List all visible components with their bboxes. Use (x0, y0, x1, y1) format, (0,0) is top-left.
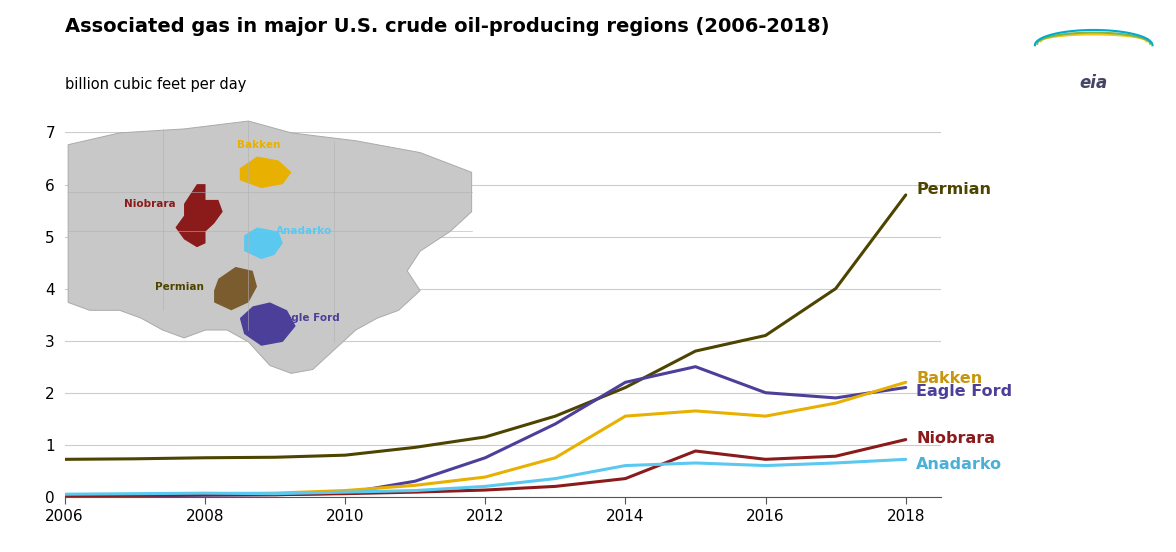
Polygon shape (245, 227, 282, 259)
Polygon shape (240, 157, 292, 188)
Polygon shape (214, 267, 258, 310)
Polygon shape (240, 302, 295, 346)
Text: Anadarko: Anadarko (276, 226, 333, 236)
Text: Permian: Permian (155, 282, 205, 291)
Polygon shape (68, 121, 472, 373)
Text: Eagle Ford: Eagle Ford (278, 313, 340, 323)
Text: Niobrara: Niobrara (916, 431, 995, 446)
Text: Bakken: Bakken (238, 140, 281, 150)
Text: eia: eia (1080, 73, 1108, 92)
Text: Anadarko: Anadarko (916, 457, 1002, 471)
Text: Bakken: Bakken (916, 370, 982, 386)
Text: Niobrara: Niobrara (123, 199, 175, 209)
Text: Associated gas in major U.S. crude oil-producing regions (2006-2018): Associated gas in major U.S. crude oil-p… (65, 17, 829, 35)
Text: Permian: Permian (916, 182, 991, 197)
Text: Eagle Ford: Eagle Ford (916, 384, 1013, 399)
Polygon shape (175, 184, 222, 247)
Text: billion cubic feet per day: billion cubic feet per day (65, 77, 246, 92)
